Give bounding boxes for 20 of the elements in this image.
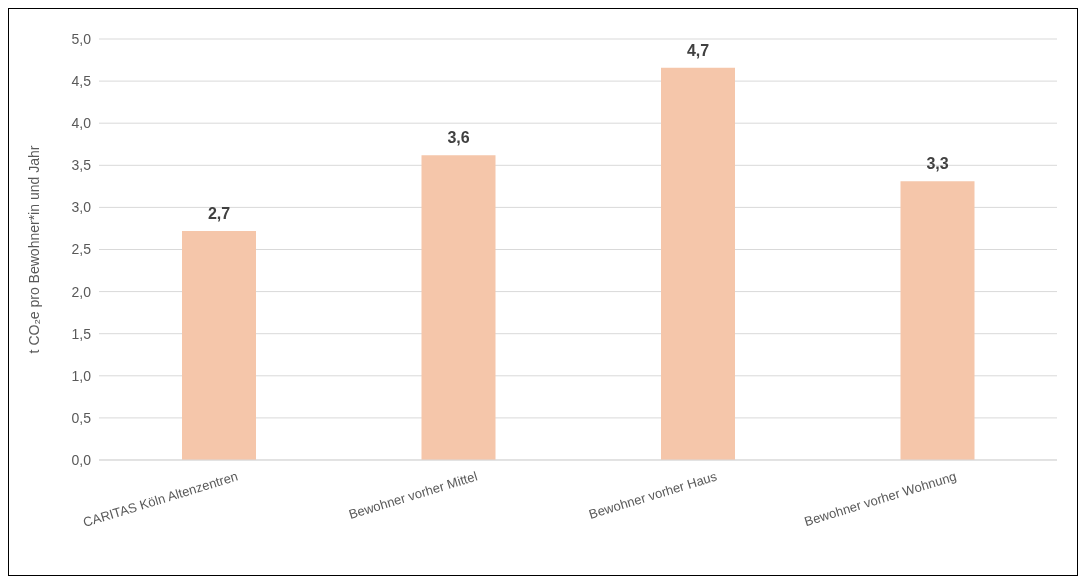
bar: [421, 155, 496, 460]
y-tick-label: 0,0: [71, 451, 92, 468]
data-label: 3,6: [447, 129, 470, 147]
y-axis-title: t CO₂e pro Bewohner*in und Jahr: [25, 145, 42, 354]
data-label: 3,3: [926, 155, 949, 173]
y-tick-label: 1,0: [71, 367, 92, 384]
y-tick-label: 3,0: [71, 199, 92, 216]
y-tick-label: 2,0: [71, 283, 92, 300]
y-tick-label: 3,5: [71, 157, 92, 174]
y-tick-label: 4,0: [71, 115, 92, 132]
y-tick-label: 0,5: [71, 409, 92, 426]
bar: [900, 181, 975, 460]
data-label: 4,7: [686, 41, 710, 59]
y-tick-label: 1,5: [71, 325, 92, 342]
bar: [661, 67, 735, 460]
y-tick-label: 5,0: [71, 30, 92, 47]
bar: [182, 230, 256, 460]
y-tick-label: 4,5: [71, 73, 92, 90]
data-label: 2,7: [207, 204, 231, 222]
y-tick-label: 2,5: [71, 241, 92, 258]
